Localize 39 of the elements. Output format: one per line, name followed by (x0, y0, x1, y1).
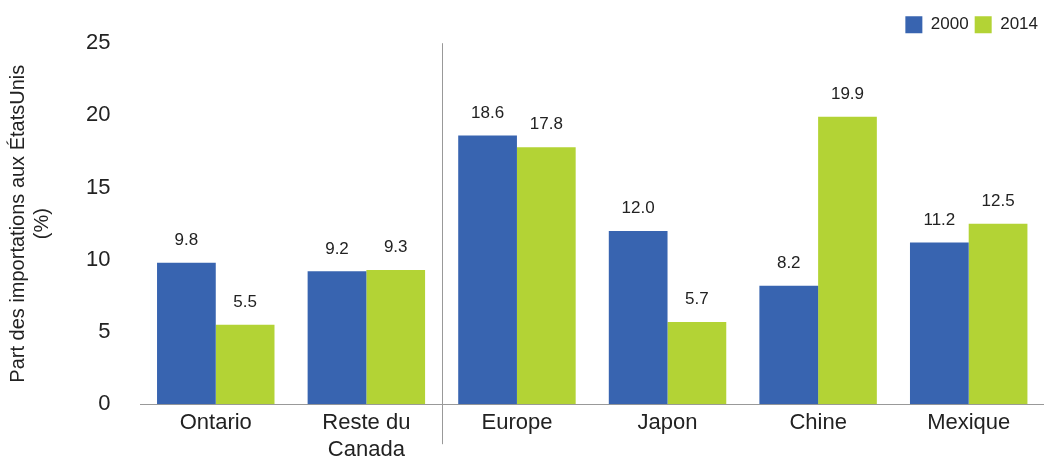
data-label: 9.8 (174, 229, 199, 249)
bar (968, 223, 1028, 405)
bar (458, 135, 517, 405)
bar (608, 230, 668, 405)
data-label: 19.9 (830, 84, 865, 104)
x-tick-label: Japon (637, 409, 698, 435)
y-tick-label: 5 (98, 318, 111, 344)
bar (759, 285, 819, 405)
bar (516, 147, 576, 405)
bar (215, 324, 275, 405)
bar (366, 269, 426, 405)
bar (667, 321, 727, 405)
y-tick-label: 0 (98, 390, 111, 416)
bar (818, 116, 877, 405)
data-label: 12.0 (621, 198, 655, 218)
legend-label: 2000 (930, 14, 969, 34)
x-tick-label: Europe (481, 409, 553, 435)
bar (157, 262, 216, 405)
data-label: 12.5 (981, 190, 1015, 210)
y-axis-title: Part des importations aux ÉtatsUnis (%) (5, 64, 52, 383)
data-label: 17.8 (529, 114, 563, 134)
y-tick-label: 10 (85, 245, 111, 271)
y-tick-label: 25 (85, 29, 111, 55)
data-label: 9.3 (383, 237, 408, 257)
bar (307, 271, 367, 405)
x-tick-label: Ontario (179, 409, 252, 435)
y-tick-label: 20 (85, 101, 111, 127)
data-label: 11.2 (923, 209, 956, 229)
y-tick-label: 15 (85, 173, 111, 199)
data-label: 8.2 (776, 252, 801, 272)
data-label: 5.7 (685, 289, 709, 309)
x-tick-label: Reste du Canada (322, 409, 411, 461)
data-label: 9.2 (325, 238, 349, 258)
data-label: 18.6 (471, 102, 505, 122)
x-tick-label: Mexique (927, 409, 1011, 435)
data-label: 5.5 (233, 291, 257, 311)
x-tick-label: Chine (789, 409, 847, 435)
bar (909, 242, 969, 405)
legend-label: 2014 (1000, 14, 1039, 34)
